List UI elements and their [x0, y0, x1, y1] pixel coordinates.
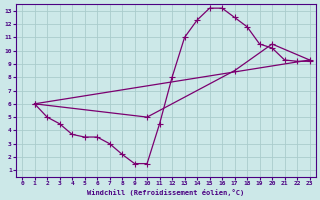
X-axis label: Windchill (Refroidissement éolien,°C): Windchill (Refroidissement éolien,°C) [87, 189, 244, 196]
